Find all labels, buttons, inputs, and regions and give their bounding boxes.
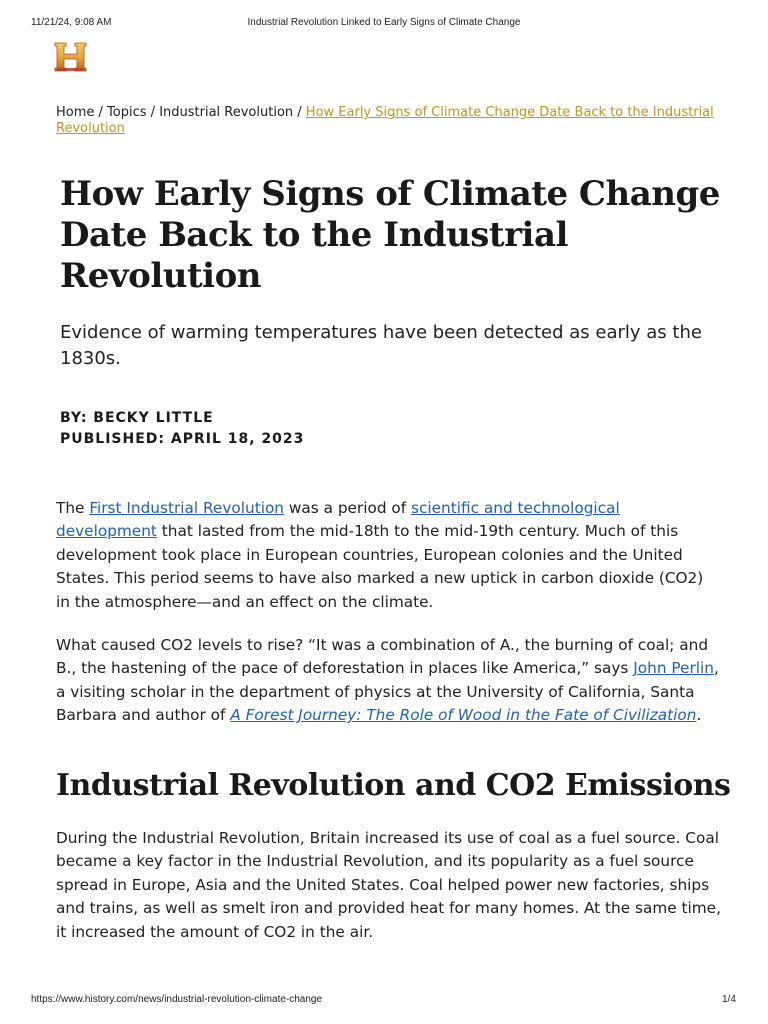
history-logo[interactable] <box>54 41 87 73</box>
article-headline: How Early Signs of Climate Change Date B… <box>60 174 720 296</box>
p1-text-2: was a period of <box>284 499 412 517</box>
p2-text-3: . <box>696 706 702 725</box>
p1-text-1: The <box>56 499 90 517</box>
p2-text-2: , a visiting scholar in the department o… <box>56 659 719 725</box>
section-heading: Industrial Revolution and CO2 Emissions <box>56 768 731 803</box>
john-perlin-link[interactable]: John Perlin <box>633 659 714 678</box>
breadcrumb-separator: / <box>293 105 306 120</box>
first-industrial-revolution-link[interactable]: First Industrial Revolution <box>89 499 284 517</box>
history-h-icon <box>54 42 87 72</box>
breadcrumb-separator: / <box>146 105 160 120</box>
p2-text-1: What caused CO2 levels to rise? “It was … <box>56 636 709 678</box>
breadcrumb-separator: / <box>94 105 108 120</box>
breadcrumb-current-article[interactable]: How Early Signs of Climate Change Date B… <box>56 105 714 136</box>
print-header: 11/21/24, 9:08 AM Industrial Revolution … <box>0 17 768 31</box>
forest-journey-book-link[interactable]: A Forest Journey: The Role of Wood in th… <box>230 706 697 725</box>
article-paragraph-2: What caused CO2 levels to rise? “It was … <box>56 634 721 728</box>
breadcrumb-topics[interactable]: Topics <box>107 105 147 120</box>
article-paragraph-1: The First Industrial Revolution was a pe… <box>56 497 721 614</box>
print-url: https://www.history.com/news/industrial-… <box>31 994 323 1005</box>
scientific-technological-development-link[interactable]: scientific and technological development <box>56 499 620 541</box>
breadcrumb-home[interactable]: Home <box>56 105 95 120</box>
p1-text-3: that lasted from the mid-18th to the mid… <box>56 522 704 611</box>
article-published-date: PUBLISHED: APRIL 18, 2023 <box>60 431 305 447</box>
article-paragraph-3: During the Industrial Revolution, Britai… <box>56 829 721 941</box>
article-subhead: Evidence of warming temperatures have be… <box>60 322 702 369</box>
breadcrumb: Home / Topics / Industrial Revolution / … <box>56 105 716 137</box>
print-datetime: 11/21/24, 9:08 AM <box>31 17 112 28</box>
print-page-number: 1/4 <box>722 994 736 1005</box>
article-author: BY: BECKY LITTLE <box>60 410 214 426</box>
print-doc-title: Industrial Revolution Linked to Early Si… <box>247 17 521 28</box>
article-byline-block: BY: BECKY LITTLE PUBLISHED: APRIL 18, 20… <box>60 408 304 450</box>
breadcrumb-industrial-revolution[interactable]: Industrial Revolution <box>159 105 294 120</box>
